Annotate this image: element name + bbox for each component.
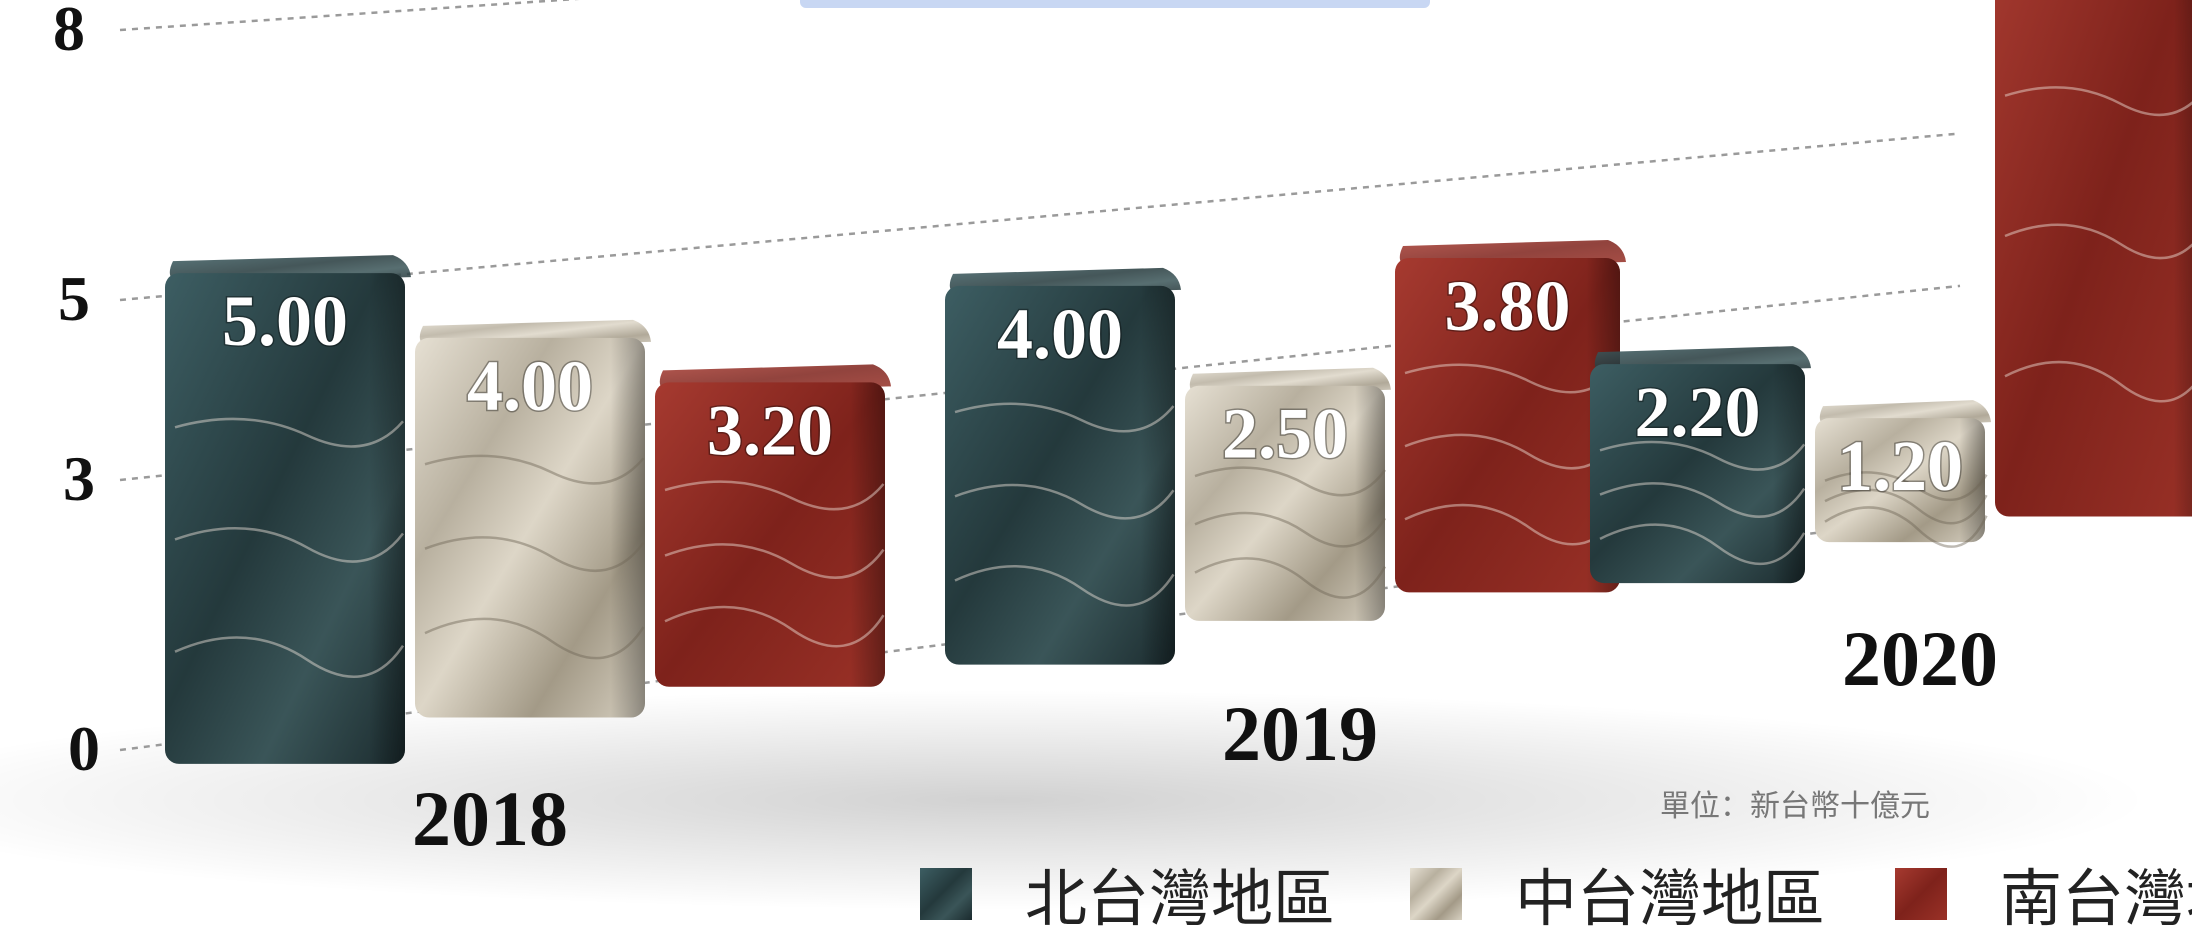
marble-vein [1194,466,1387,497]
marble-vein [1194,557,1387,599]
marble-vein [664,480,885,511]
value-label: 1.20 [1837,426,1963,506]
y-axis-ticks: 0 3 5 8 [53,0,100,784]
y-tick-label: 8 [53,0,85,64]
marble-vein [664,605,885,648]
marble-vein [2004,223,2192,260]
category-label-2020: 2020 [1842,615,1998,702]
legend-label: 南台灣地區 [2000,862,2192,931]
marble-vein [1824,488,1988,525]
value-label: 3.80 [1445,266,1571,346]
marble-vein [424,617,645,660]
category-label-2019: 2019 [1222,690,1378,777]
legend-item: 中台灣地區 [1410,862,1825,931]
value-label: 2.20 [1635,372,1761,452]
value-label: 7.60 [2037,0,2163,1]
bar-2018-1: 4.00 [415,319,651,718]
legend-item: 北台灣地區 [920,862,1335,931]
marble-vein [1599,523,1806,566]
y-tick-label: 5 [58,263,90,334]
marble-vein [2004,86,2192,117]
bar-2019-1: 2.50 [1185,367,1391,621]
marble-vein [1599,482,1806,518]
bar-2018-2: 3.20 [655,364,891,687]
bar-shade [655,382,885,687]
bar-2019-2: 3.80 [1395,239,1626,593]
bar-shade [1590,364,1805,584]
legend: 北台灣地區 中台灣地區 南台灣地區 [920,862,2192,931]
value-label: 3.20 [707,390,833,470]
marble-vein [1599,440,1806,471]
legend-item: 南台灣地區 [1895,862,2192,931]
marble-vein [664,543,885,579]
marble-vein [174,526,404,563]
legend-swatch [1895,868,1947,920]
marble-vein [1194,511,1387,548]
bar-shade [165,273,405,764]
bar-2018-0: 5.00 [165,255,411,764]
marble-vein [1824,471,1988,502]
y-tick-label: 3 [63,443,95,514]
bar-shade [1395,257,1620,593]
marble-vein [1824,506,1988,548]
marble-vein [174,417,404,448]
legend-label: 中台灣地區 [1515,862,1825,931]
category-label-2018: 2018 [412,775,568,862]
legend-swatch [1410,868,1462,920]
value-label: 5.00 [222,281,348,361]
marble-vein [424,454,645,485]
value-label: 4.00 [467,346,593,426]
marble-vein [424,536,645,572]
legend-swatch [920,868,972,920]
unit-note: 單位：新台幣十億元 [1660,789,1930,824]
bar-2020-0: 2.20 [1590,346,1811,584]
marble-vein [2004,360,2192,403]
category-labels: 2018 2019 2020 [412,615,1998,862]
chart-title-fragment [800,0,1430,8]
floor-shadow [0,690,2150,910]
y-tick-label: 0 [68,713,100,784]
bar-2020-1: 1.20 [1815,400,1991,548]
gridline [119,132,1961,302]
bar-shade [1185,385,1385,621]
marble-vein [954,483,1175,520]
value-label: 4.00 [997,294,1123,374]
bar-shade [1995,0,2192,517]
bar-shade [415,337,645,718]
marble-vein [954,402,1175,433]
marble-vein [954,565,1175,607]
bar-2019-0: 4.00 [945,267,1181,665]
marble-vein [174,636,405,678]
bar-shade [1815,418,1985,543]
bars: 5.00 4.00 3.20 4.00 2.50 3.80 2.20 1.20 7.60 [165,0,2192,764]
legend-label: 北台灣地區 [1025,862,1335,931]
value-label: 2.50 [1222,394,1348,474]
bar-2020-2: 7.60 [1995,0,2192,517]
bar-shade [945,285,1175,665]
